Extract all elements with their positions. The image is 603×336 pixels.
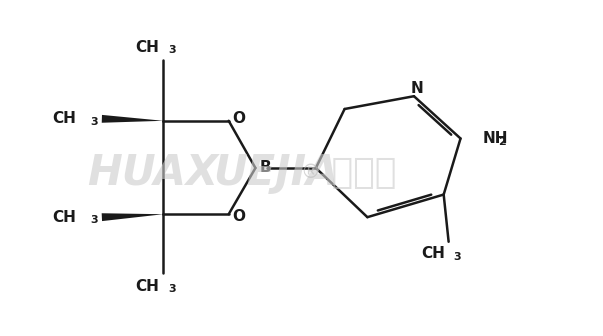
Text: ®: ® xyxy=(300,163,320,182)
Text: 化学加: 化学加 xyxy=(320,156,396,190)
Text: 3: 3 xyxy=(168,284,176,294)
Text: 3: 3 xyxy=(453,252,461,261)
Text: 3: 3 xyxy=(90,215,98,225)
Text: O: O xyxy=(232,209,245,224)
Polygon shape xyxy=(102,213,163,221)
Text: B: B xyxy=(259,161,271,175)
Text: 2: 2 xyxy=(498,137,506,148)
Text: CH: CH xyxy=(52,210,76,225)
Text: CH: CH xyxy=(52,111,76,126)
Text: HUAX: HUAX xyxy=(87,152,218,194)
Text: NH: NH xyxy=(482,131,508,146)
Text: CH: CH xyxy=(421,246,444,261)
Text: 3: 3 xyxy=(168,45,176,55)
Text: CH: CH xyxy=(136,40,159,54)
Text: 3: 3 xyxy=(90,117,98,127)
Text: O: O xyxy=(232,111,245,126)
Text: N: N xyxy=(411,81,423,96)
Polygon shape xyxy=(102,115,163,123)
Text: CH: CH xyxy=(136,279,159,294)
Text: UEJIA: UEJIA xyxy=(213,152,338,194)
